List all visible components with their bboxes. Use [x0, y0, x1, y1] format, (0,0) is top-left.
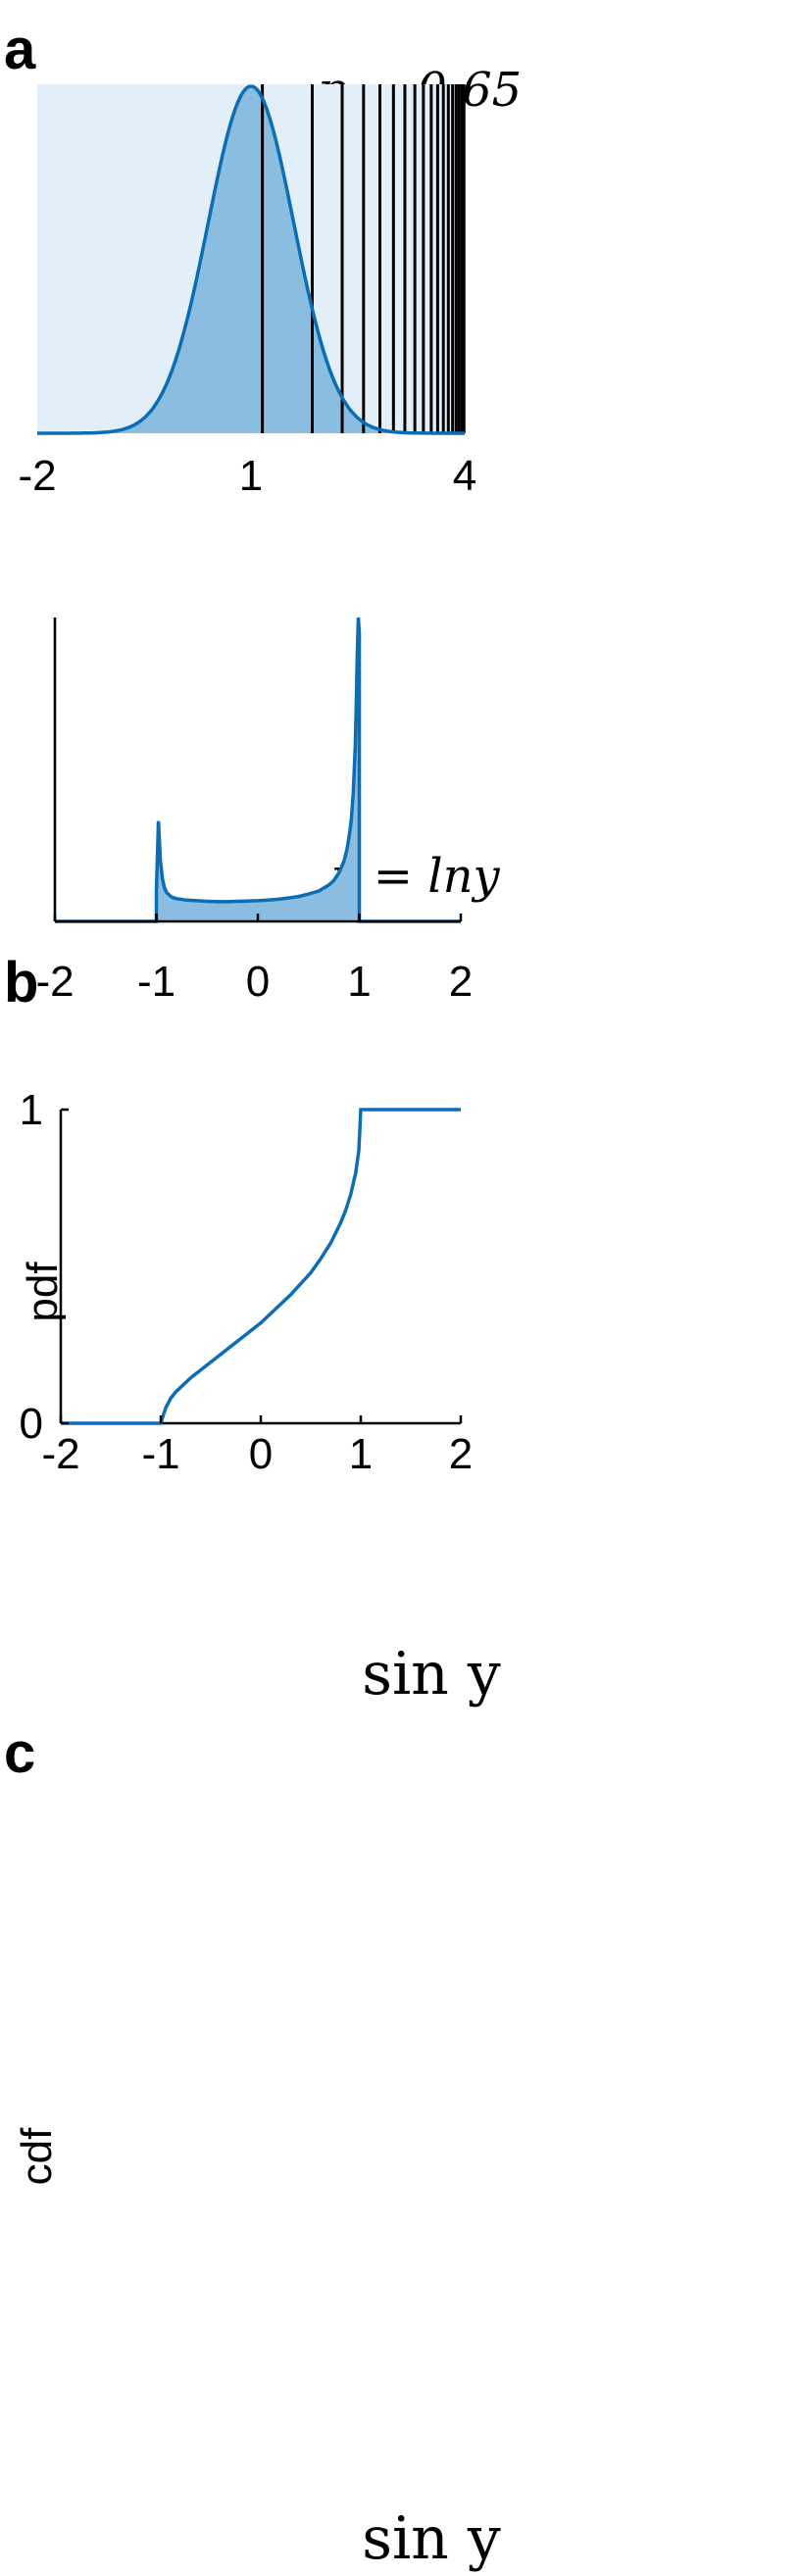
panel-b-ylabel: pdf — [19, 1262, 67, 1322]
panel-b-xtick-label: -2 — [35, 958, 74, 1006]
panel-b-x-ticks: -2 -1 0 1 2 — [35, 914, 473, 1006]
panel-letter-b: b — [4, 951, 38, 1015]
panel-c-ytick-label: 1 — [20, 1086, 43, 1134]
panel-a-x-ticks: -2 1 4 — [18, 452, 476, 500]
panel-c-xtick-label: 2 — [449, 1430, 473, 1478]
panel-a-xtick-label: -2 — [18, 452, 56, 500]
panel-a-density-curve — [37, 84, 465, 435]
panel-a-plot: -2 1 4 — [18, 84, 476, 500]
panel-c-xtick-label: 0 — [249, 1430, 273, 1478]
panel-b-xtick-label: -1 — [137, 958, 175, 1006]
panel-b-xtick-label: 0 — [246, 958, 270, 1006]
panel-c-ylabel: cdf — [13, 2127, 61, 2185]
panel-b-pdf-curve — [55, 617, 461, 923]
panel-c-cdf-curve — [61, 1108, 461, 1425]
panel-b-pdf-fill — [156, 618, 360, 921]
panel-b-xtick-label: 2 — [449, 958, 473, 1006]
panel-c-xtick-label: -1 — [141, 1430, 179, 1478]
panel-c-xlabel: sin y — [362, 2504, 501, 2573]
panel-c-plot: -2 -1 0 1 2 01 — [20, 1086, 474, 1478]
panel-a-xtick-label: 1 — [239, 452, 263, 500]
panel-b-plot: -2 -1 0 1 2 — [35, 617, 473, 1006]
panel-c-x-ticks: -2 -1 0 1 2 — [41, 1415, 473, 1478]
panel-letter-c: c — [4, 1721, 35, 1785]
panel-b-xlabel: sin y — [362, 1640, 501, 1709]
panel-c-xtick-label: 1 — [349, 1430, 373, 1478]
panel-c-y-ticks: 01 — [20, 1086, 69, 1448]
panel-a-vertical-lines — [261, 84, 466, 433]
panel-a-density-fill — [37, 86, 465, 433]
panel-letter-a: a — [4, 18, 36, 81]
panel-b-xtick-label: 1 — [347, 958, 371, 1006]
panel-a-xtick-label: 4 — [453, 452, 476, 500]
panel-c-ytick-label: 0 — [20, 1400, 43, 1448]
panel-c-xtick-label: -2 — [41, 1430, 79, 1478]
